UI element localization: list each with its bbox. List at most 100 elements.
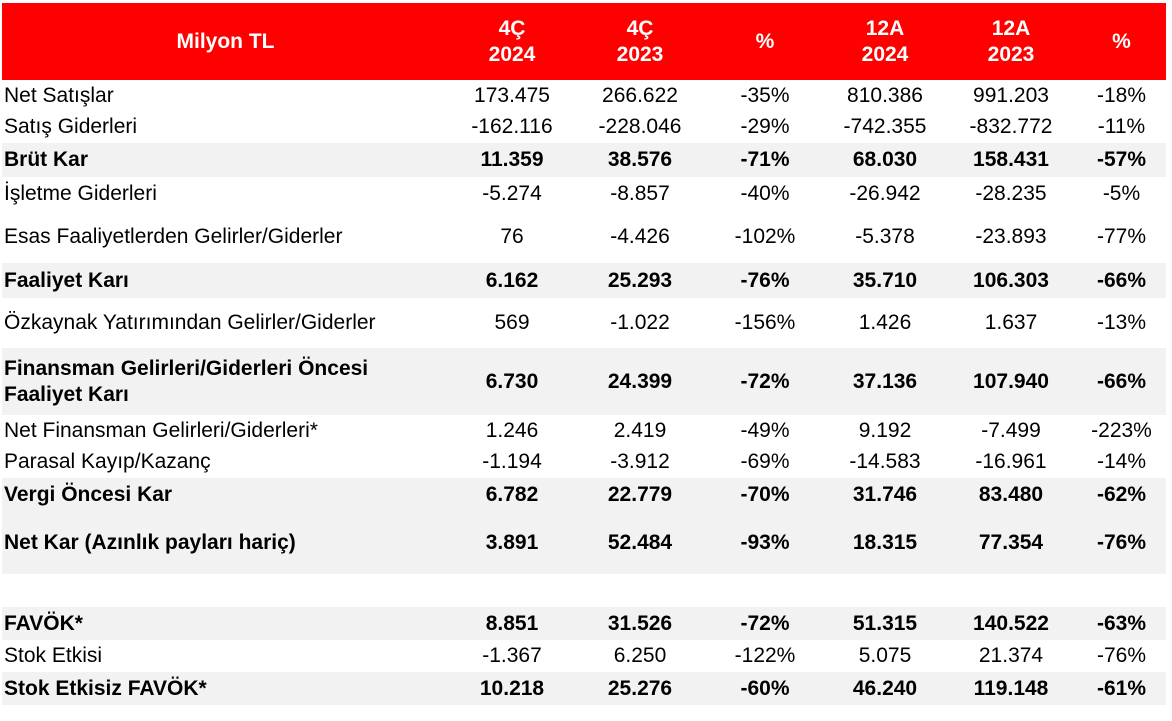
table-cell: -102% [734, 224, 796, 248]
table-cell: 1.246 [485, 418, 539, 442]
row-label: Finansman Gelirleri/Giderleri Öncesi Faa… [2, 348, 449, 415]
row-label: FAVÖK* [2, 607, 449, 640]
table-cell: 51.315 [825, 607, 945, 640]
table-cell: -76% [1096, 644, 1147, 667]
table-cell: -77% [1096, 224, 1147, 248]
table-cell: 6.730 [449, 348, 575, 415]
table-cell: -13% [1096, 311, 1147, 334]
table-row: Stok Etkisi -1.367 6.250 -122% 5.075 21.… [2, 640, 1166, 672]
table-cell [825, 574, 945, 607]
table-cell: -14% [1096, 450, 1147, 473]
table-cell: -66% [1077, 263, 1166, 298]
row-label: Brüt Kar [2, 143, 449, 177]
table-cell: -72% [705, 348, 825, 415]
table-cell: -832.772 [969, 115, 1053, 138]
table-cell: 77.354 [945, 512, 1077, 574]
row-label: Özkaynak Yatırımından Gelirler/Giderler [4, 311, 376, 334]
table-row: FAVÖK* 8.851 31.526 -72% 51.315 140.522 … [2, 607, 1166, 640]
table-row: Net Finansman Gelirleri/Giderleri* 1.246… [2, 415, 1166, 446]
table-cell: 76 [500, 224, 524, 248]
table-cell: 810.386 [847, 83, 923, 107]
table-row: Esas Faaliyetlerden Gelirler/Giderler 76… [2, 210, 1166, 263]
table-cell: -11% [1097, 115, 1146, 138]
table-cell: -4.426 [610, 224, 670, 248]
table-cell: 6.250 [613, 644, 667, 667]
row-label: Stok Etkisiz FAVÖK* [2, 672, 449, 705]
table-cell: -66% [1077, 348, 1166, 415]
table-cell: 25.293 [575, 263, 705, 298]
table-cell: -742.355 [843, 115, 927, 138]
table-cell: 106.303 [945, 263, 1077, 298]
header-col-12m-2023: 12A 2023 [945, 3, 1077, 80]
table-cell: 11.359 [449, 143, 575, 177]
table-cell: 2.419 [613, 418, 667, 442]
table-cell: 24.399 [575, 348, 705, 415]
table-cell: -76% [705, 263, 825, 298]
table-cell: -162.116 [471, 115, 553, 138]
table-cell: 569 [494, 311, 530, 334]
table-cell: -156% [734, 311, 796, 334]
table-cell: 9.192 [858, 418, 912, 442]
table-cell: -1.194 [482, 450, 542, 473]
table-cell: 1.637 [984, 311, 1038, 334]
spacer-row [2, 574, 1166, 607]
table-cell: -62% [1077, 478, 1166, 512]
table-cell: -69% [740, 450, 790, 473]
table-cell: -35% [740, 83, 790, 107]
table-cell: 1.426 [858, 311, 912, 334]
table-cell: -7.499 [981, 418, 1041, 442]
row-label: Esas Faaliyetlerden Gelirler/Giderler [4, 224, 343, 248]
table-row: Vergi Öncesi Kar 6.782 22.779 -70% 31.74… [2, 478, 1166, 512]
table-cell: 6.782 [449, 478, 575, 512]
table-row: Parasal Kayıp/Kazanç -1.194 -3.912 -69% … [2, 446, 1166, 478]
row-label: Net Satışlar [4, 83, 114, 107]
table-cell: 266.622 [602, 83, 678, 107]
table-cell: 3.891 [449, 512, 575, 574]
table-cell: 5.075 [858, 644, 912, 667]
table-cell [1077, 574, 1166, 607]
table-row: Finansman Gelirleri/Giderleri Öncesi Faa… [2, 348, 1166, 415]
table-cell: -93% [705, 512, 825, 574]
table-cell: -49% [740, 418, 790, 442]
table-cell: 37.136 [825, 348, 945, 415]
table-cell: -223% [1091, 418, 1152, 442]
table-row: İşletme Giderleri -5.274 -8.857 -40% -26… [2, 177, 1166, 210]
table-cell: 52.484 [575, 512, 705, 574]
table-cell: 107.940 [945, 348, 1077, 415]
row-label: Faaliyet Karı [2, 263, 449, 298]
table-cell: -57% [1077, 143, 1166, 177]
table-cell: 31.526 [575, 607, 705, 640]
header-row: Milyon TL 4Ç 2024 4Ç 2023 % 12A 2024 12A 202… [2, 3, 1166, 80]
table-cell: -5% [1102, 181, 1141, 205]
table-row: Net Kar (Azınlık payları hariç) 3.891 52… [2, 512, 1166, 574]
table-cell: -1.367 [482, 644, 542, 667]
table-cell: -26.942 [849, 181, 921, 205]
table-cell [705, 574, 825, 607]
table-cell: -16.961 [975, 450, 1047, 473]
table-cell: 119.148 [945, 672, 1077, 705]
table-cell: -60% [705, 672, 825, 705]
row-label: Stok Etkisi [4, 644, 103, 667]
table-cell: -8.857 [610, 181, 670, 205]
table-cell: -40% [740, 181, 790, 205]
table-cell: 8.851 [449, 607, 575, 640]
table-cell: 158.431 [945, 143, 1077, 177]
table-cell [575, 574, 705, 607]
table-cell: -5.274 [482, 181, 542, 205]
table-cell: 31.746 [825, 478, 945, 512]
header-col-12m-change: % [1077, 3, 1166, 80]
table-cell: -72% [705, 607, 825, 640]
table-cell: 38.576 [575, 143, 705, 177]
table-cell: -29% [740, 115, 790, 138]
table-cell: 83.480 [945, 478, 1077, 512]
table-cell: -28.235 [975, 181, 1047, 205]
table-cell: -70% [705, 478, 825, 512]
table-cell: 21.374 [978, 644, 1044, 667]
table-cell: -3.912 [610, 450, 670, 473]
row-label: Vergi Öncesi Kar [2, 478, 449, 512]
table-cell: -63% [1077, 607, 1166, 640]
table-row: Satış Giderleri -162.116 -228.046 -29% -… [2, 111, 1166, 143]
table-cell: -18% [1096, 83, 1147, 107]
row-label: İşletme Giderleri [4, 181, 157, 205]
row-label: Parasal Kayıp/Kazanç [4, 450, 211, 473]
